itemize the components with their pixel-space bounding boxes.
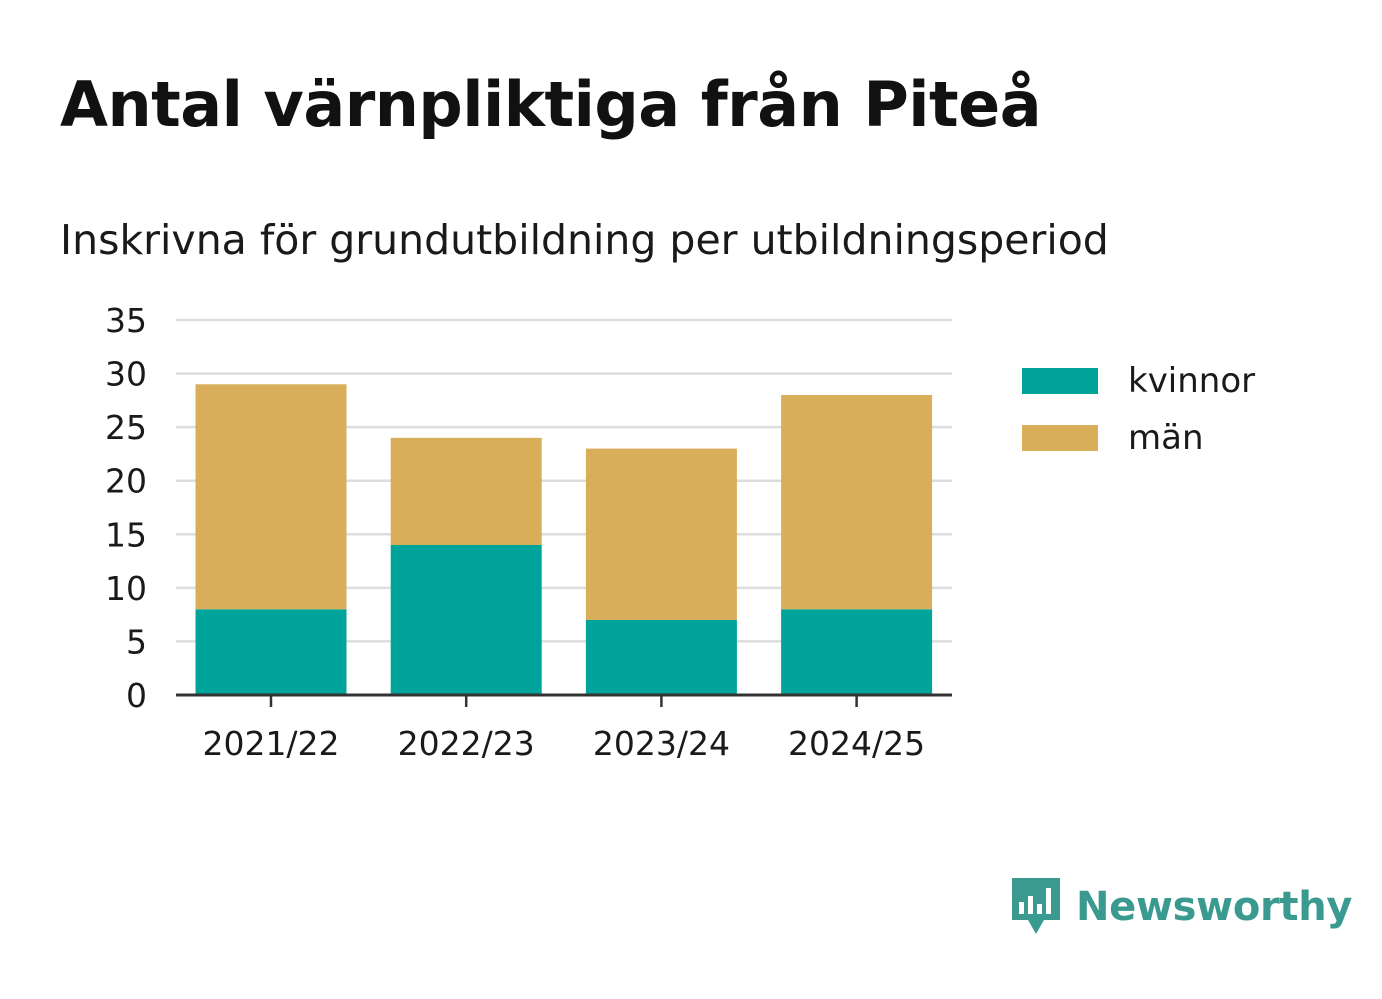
- y-tick-label-20: 20: [105, 462, 147, 501]
- y-tick-label-25: 25: [105, 408, 147, 447]
- x-tick-label-2023-24: 2023/24: [593, 724, 730, 763]
- x-tick-label-2021-22: 2021/22: [202, 724, 339, 763]
- y-tick-label-10: 10: [105, 569, 147, 608]
- x-tick-label-2024-25: 2024/25: [788, 724, 925, 763]
- legend-label-man: män: [1128, 417, 1204, 458]
- y-tick-label-0: 0: [126, 676, 147, 715]
- legend: kvinnor män: [1022, 352, 1255, 466]
- newsworthy-logo-icon: [1012, 878, 1060, 934]
- bar-män-2022-23: [390, 437, 542, 545]
- bar-kvinnor-2021-22: [195, 609, 347, 695]
- y-tick-label-15: 15: [105, 515, 147, 554]
- bar-män-2024-25: [781, 395, 933, 610]
- legend-item-man: män: [1022, 409, 1255, 466]
- bar-kvinnor-2022-23: [390, 545, 542, 695]
- chart-title: Antal värnpliktiga från Piteå: [60, 68, 1042, 141]
- legend-swatch-kvinnor: [1022, 367, 1098, 394]
- y-tick-label-5: 5: [126, 622, 147, 661]
- x-axis-ticks: 2021/22 2022/23 2023/24 2024/25: [202, 695, 925, 763]
- y-axis-ticks: 0 5 10 15 20 25 30 35: [105, 301, 147, 715]
- bar-kvinnor-2024-25: [781, 609, 933, 695]
- bar-män-2023-24: [585, 448, 737, 620]
- legend-swatch-man: [1022, 424, 1098, 451]
- y-tick-label-30: 30: [105, 355, 147, 394]
- legend-label-kvinnor: kvinnor: [1128, 360, 1256, 401]
- bar-män-2021-22: [195, 384, 347, 610]
- bar-kvinnor-2023-24: [585, 620, 737, 695]
- y-tick-label-35: 35: [105, 301, 147, 340]
- bars: [195, 384, 933, 695]
- chart-subtitle: Inskrivna för grundutbildning per utbild…: [60, 216, 1109, 264]
- x-tick-label-2022-23: 2022/23: [398, 724, 535, 763]
- brand-name: Newsworthy: [1076, 884, 1353, 930]
- legend-item-kvinnor: kvinnor: [1022, 352, 1255, 409]
- brand-logo: Newsworthy: [1010, 876, 1353, 938]
